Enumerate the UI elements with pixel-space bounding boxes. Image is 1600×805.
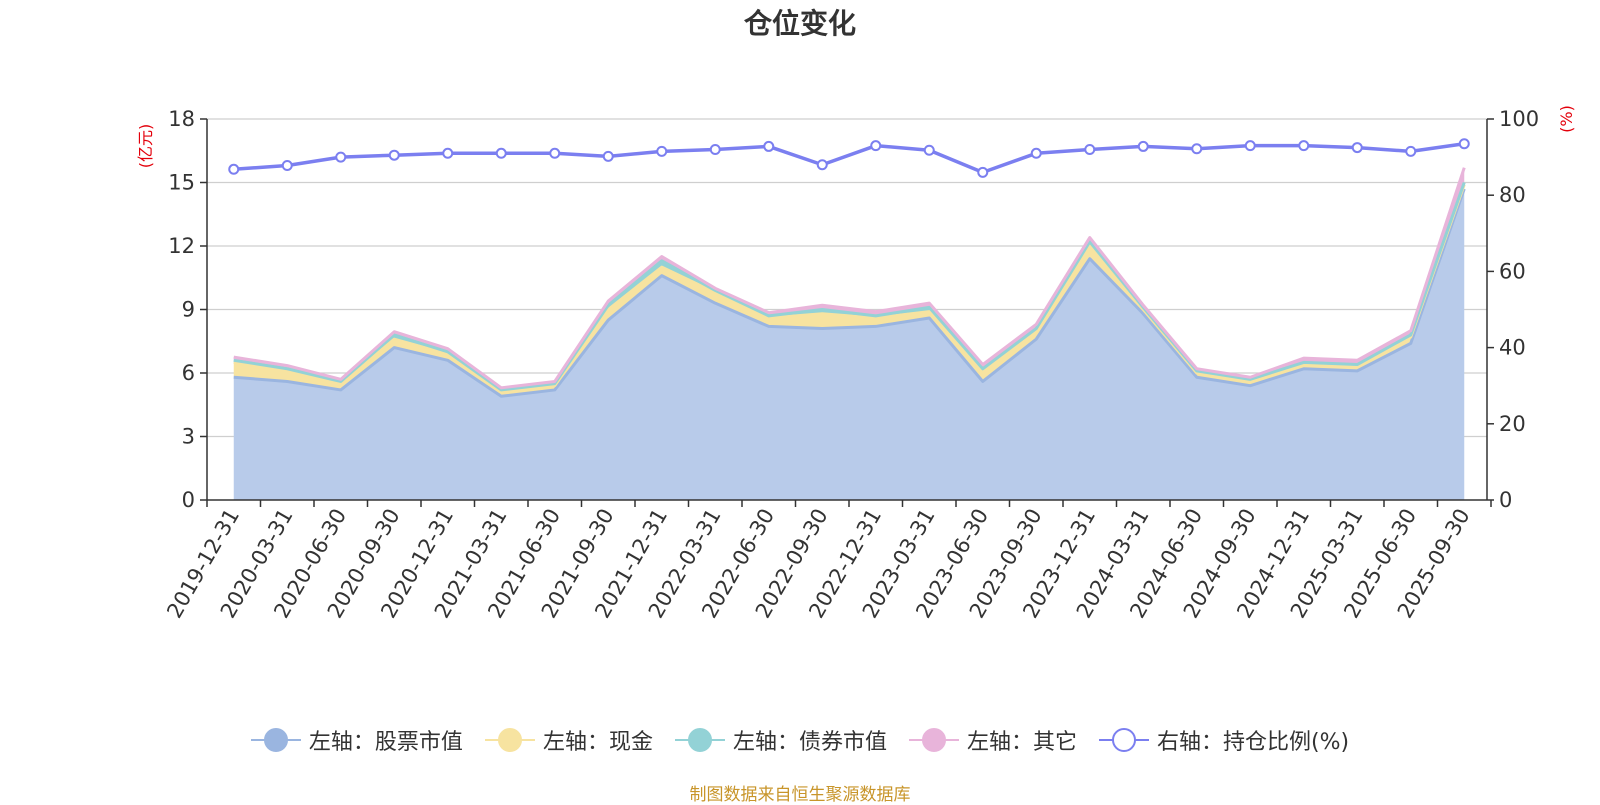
ratio-point (1351, 142, 1363, 154)
legend-item[interactable]: 右轴：持仓比例(%) (1098, 724, 1350, 756)
legend-label: 左轴：其它 (966, 730, 1077, 755)
legend-marker-icon (908, 728, 959, 752)
right-tick-label: 0 (1499, 488, 1512, 512)
right-tick-label: 80 (1499, 183, 1526, 207)
ratio-point (1298, 140, 1310, 152)
right-tick-label: 60 (1499, 259, 1526, 283)
legend-marker-icon (250, 728, 301, 752)
area-line-4 (233, 167, 1466, 390)
right-tick-label: 20 (1499, 412, 1526, 436)
area-2 (233, 184, 1465, 397)
ratio-point (1458, 138, 1470, 150)
legend-label: 左轴：现金 (542, 730, 653, 755)
legend-marker-icon (1098, 728, 1149, 752)
ratio-point (228, 163, 240, 175)
legend-marker-icon (484, 728, 535, 752)
right-tick-label: 40 (1499, 336, 1526, 360)
legend-label: 左轴：股票市值 (308, 730, 463, 755)
ratio-point (1084, 143, 1096, 155)
left-tick-label: 3 (182, 425, 195, 449)
left-tick-label: 0 (182, 488, 195, 512)
ratio-point (388, 149, 400, 161)
data-source-note: 制图数据来自恒生聚源数据库 (689, 785, 911, 805)
ratio-point (816, 159, 828, 171)
position-change-chart: 0369121518020406080100(亿元)(%)2019-12-312… (136, 105, 1576, 622)
legend-label: 右轴：持仓比例(%) (1156, 730, 1350, 755)
area-line-2 (233, 184, 1466, 394)
left-tick-label: 6 (182, 361, 195, 385)
area-1 (233, 188, 1465, 500)
legend-item[interactable]: 左轴：债券市值 (674, 724, 887, 756)
legend-item[interactable]: 左轴：现金 (484, 724, 653, 756)
ratio-line (233, 142, 1465, 175)
ratio-point (1191, 143, 1203, 155)
left-tick-label: 15 (168, 171, 195, 195)
right-axis-unit: (%) (1557, 105, 1576, 133)
ratio-point (549, 147, 561, 159)
ratio-point (870, 140, 882, 152)
legend: 左轴：股票市值 左轴：现金 左轴：债券市值 左轴：其它 右轴：持仓比例(%) (0, 722, 1600, 758)
ratio-point (1244, 140, 1256, 152)
ratio-point (923, 144, 935, 156)
legend-label: 左轴：债券市值 (732, 730, 887, 755)
area-line-3 (233, 182, 1466, 392)
legend-item[interactable]: 左轴：其它 (908, 724, 1077, 756)
ratio-point (977, 166, 989, 178)
ratio-point (1405, 145, 1417, 157)
left-axis-unit: (亿元) (136, 124, 155, 169)
ratio-point (656, 145, 668, 157)
ratio-point (1137, 140, 1149, 152)
area-line-1 (233, 188, 1466, 398)
ratio-point (1030, 147, 1042, 159)
left-tick-label: 12 (168, 234, 195, 258)
left-tick-label: 9 (182, 298, 195, 322)
legend-item[interactable]: 左轴：股票市值 (250, 724, 463, 756)
ratio-point (495, 147, 507, 159)
ratio-point (335, 151, 347, 163)
right-tick-label: 100 (1499, 107, 1539, 131)
chart-title: 仓位变化 (743, 7, 856, 40)
ratio-point (602, 150, 614, 162)
ratio-point (281, 159, 293, 171)
ratio-point (763, 140, 775, 152)
ratio-point (709, 143, 721, 155)
left-tick-label: 18 (168, 107, 195, 131)
legend-marker-icon (674, 728, 725, 752)
ratio-point (442, 147, 454, 159)
